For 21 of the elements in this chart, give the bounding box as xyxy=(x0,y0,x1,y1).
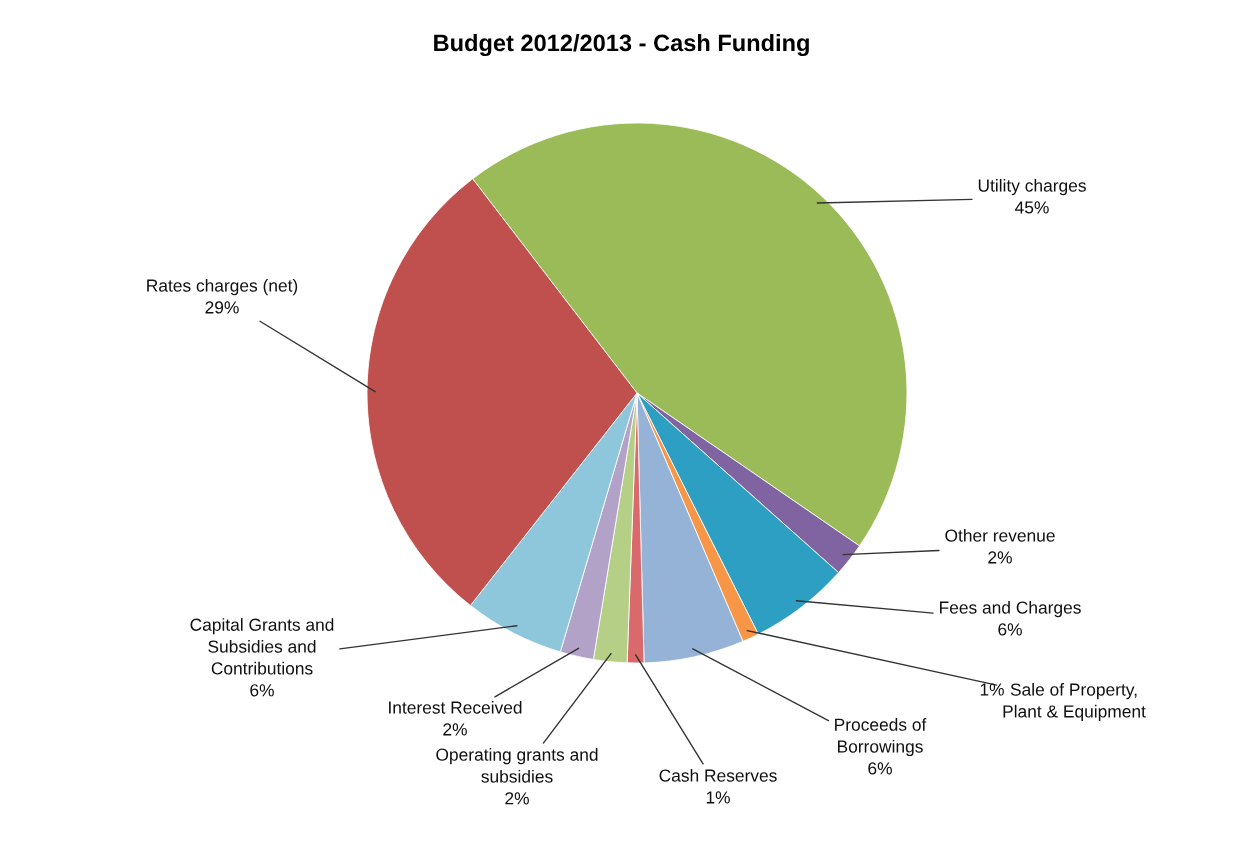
slice-label: Other revenue xyxy=(945,528,1055,542)
data-label: 29% xyxy=(205,301,239,314)
slice-label: Utility charges xyxy=(978,178,1086,196)
slice-label: Proceeds of Borrowings xyxy=(835,718,927,757)
data-label: 6% xyxy=(998,623,1022,636)
data-label: 6% xyxy=(868,762,892,775)
slice-label: Operating grants and subsidies xyxy=(436,748,598,783)
slice-label: Rates charges (net) xyxy=(147,278,298,296)
chart-title: Budget 2012/2013 - Cash Funding xyxy=(434,33,809,57)
data-label: 1% xyxy=(980,683,1004,696)
slice-label: Interest Received xyxy=(389,700,522,714)
data-label: 6% xyxy=(250,684,274,697)
data-label: 45% xyxy=(1015,201,1049,214)
data-label: 2% xyxy=(443,723,467,736)
slice-label: Capital Grants and Subsidies and Contributions xyxy=(190,618,334,675)
slice-label: Sale of Property, Plant & Equipment xyxy=(1003,682,1146,722)
slice-label: Fees and Charges xyxy=(940,600,1081,618)
data-label: 2% xyxy=(988,551,1012,564)
data-label: 2% xyxy=(505,792,529,805)
slice-label: Cash Reserves xyxy=(659,768,777,782)
data-label: 1% xyxy=(706,791,730,804)
